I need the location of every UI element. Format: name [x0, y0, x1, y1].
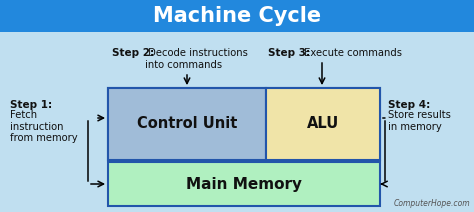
Bar — [266, 88, 380, 160]
Text: Control Unit: Control Unit — [137, 117, 237, 131]
Text: Step 1:: Step 1: — [10, 100, 52, 110]
Text: ALU: ALU — [307, 117, 339, 131]
Text: Step 2:: Step 2: — [112, 48, 154, 58]
Bar — [0, 0, 474, 32]
Bar — [108, 162, 380, 206]
Text: Step 4:: Step 4: — [388, 100, 430, 110]
Bar — [108, 88, 266, 160]
Text: Step 3:: Step 3: — [268, 48, 310, 58]
Text: Execute commands: Execute commands — [301, 48, 402, 58]
Bar — [108, 88, 380, 160]
Text: Store results
in memory: Store results in memory — [388, 110, 451, 132]
Text: Main Memory: Main Memory — [186, 177, 302, 191]
Text: Machine Cycle: Machine Cycle — [153, 6, 321, 26]
Text: Fetch
instruction
from memory: Fetch instruction from memory — [10, 110, 78, 143]
Text: ComputerHope.com: ComputerHope.com — [393, 199, 470, 208]
Text: Decode instructions
into commands: Decode instructions into commands — [145, 48, 248, 70]
